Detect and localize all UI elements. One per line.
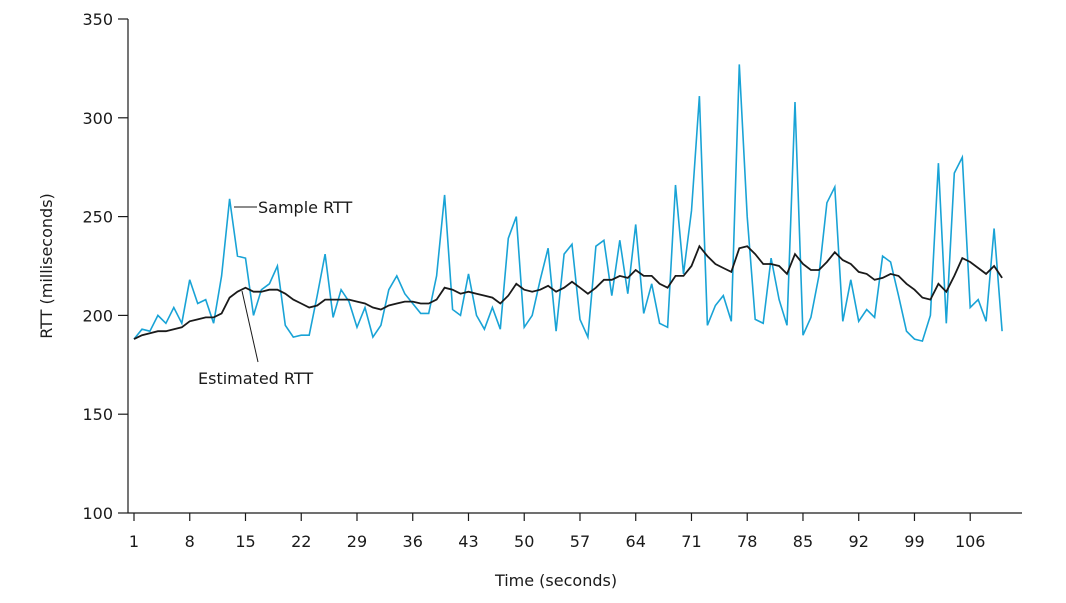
x-tick-label: 64 [626,532,646,551]
y-ticks: 100 150 200 250 300 350 [82,10,128,523]
estimated-rtt-line [133,244,1003,340]
y-tick-label: 150 [82,405,113,424]
x-tick-label: 50 [514,532,534,551]
y-tick-label: 350 [82,10,113,29]
y-tick-label: 250 [82,208,113,227]
x-tick-label: 57 [570,532,590,551]
series-layer [133,64,1003,343]
x-tick-label: 92 [849,532,869,551]
y-tick-label: 300 [82,109,113,128]
y-tick-label: 100 [82,504,113,523]
x-tick-label: 15 [235,532,255,551]
x-tick-label: 78 [737,532,757,551]
sample-rtt-line [133,64,1003,343]
sample-rtt-annotation: Sample RTT [258,198,353,217]
estimated-rtt-leader [241,290,259,363]
x-ticks: 1 8 15 22 29 36 43 50 57 64 71 78 85 92 99 106 [129,513,986,551]
estimated-rtt-annotation: Estimated RTT [198,369,313,388]
x-tick-label: 85 [793,532,813,551]
x-tick-label: 106 [955,532,986,551]
x-tick-label: 71 [681,532,701,551]
annotations: Sample RTT Estimated RTT [198,198,353,388]
x-tick-label: 36 [403,532,423,551]
x-axis-title: Time (seconds) [494,571,617,590]
y-tick-label: 200 [82,306,113,325]
y-axis-title: RTT (milliseconds) [37,193,56,339]
x-tick-label: 29 [347,532,367,551]
x-tick-label: 99 [904,532,924,551]
x-tick-label: 8 [185,532,195,551]
x-tick-label: 43 [458,532,478,551]
x-tick-label: 22 [291,532,311,551]
axes [127,19,1022,514]
x-tick-label: 1 [129,532,139,551]
